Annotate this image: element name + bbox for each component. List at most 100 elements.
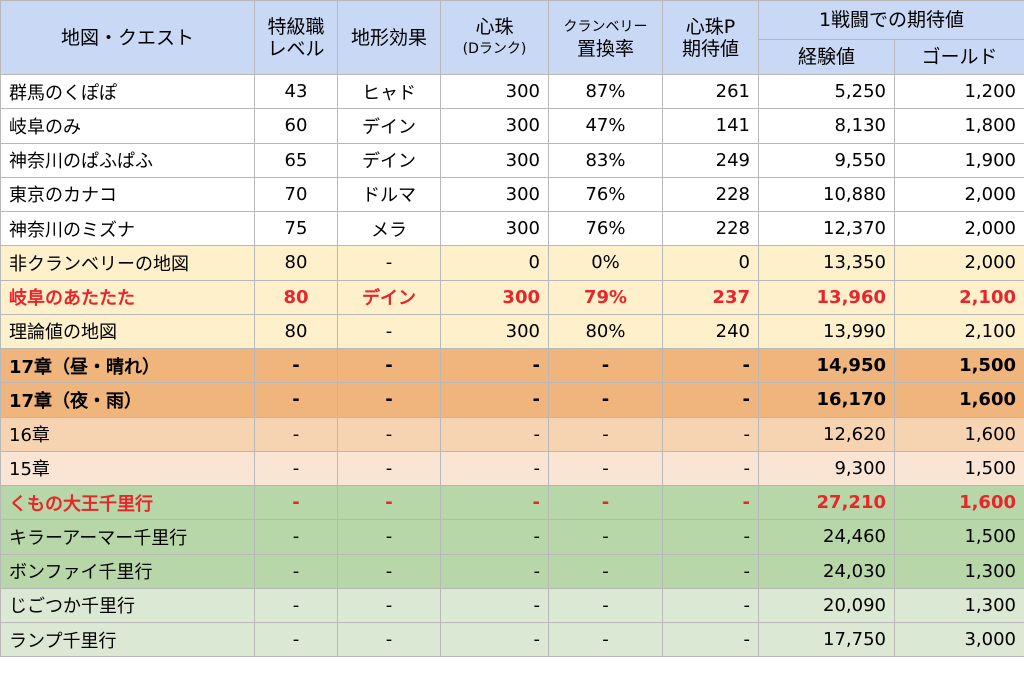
cell-terrain: デイン (337, 279, 441, 315)
cell-orb-points: 240 (662, 313, 759, 350)
cell-map-name: 岐阜のあたたた (0, 279, 255, 315)
cell-gold: 2,100 (894, 279, 1024, 315)
table-row: 16章 - - - - - 12,620 1,600 (0, 416, 1024, 452)
cell-exp: 20,090 (758, 587, 895, 624)
cell-orb: 300 (440, 108, 549, 144)
cell-cranberry-rate: 76% (548, 210, 663, 247)
cell-gold: 1,300 (894, 553, 1024, 589)
cell-gold: 1,500 (894, 519, 1024, 555)
cell-level: - (254, 553, 338, 589)
cell-orb: 300 (440, 73, 549, 110)
cell-orb-points: 228 (662, 210, 759, 247)
cell-exp: 12,370 (758, 210, 895, 247)
cell-terrain: - (337, 313, 441, 350)
cell-cranberry-rate: 80% (548, 313, 663, 350)
table-row: 神奈川のぱふぱふ 65 デイン 300 83% 249 9,550 1,900 (0, 142, 1024, 178)
cell-map-name: じごつか千里行 (0, 587, 255, 624)
cell-map-name: ボンファイ千里行 (0, 553, 255, 589)
cell-terrain: - (337, 553, 441, 589)
cell-exp: 17,750 (758, 621, 895, 658)
table-row: ランプ千里行 - - - - - 17,750 3,000 (0, 621, 1024, 658)
cell-orb: - (440, 621, 549, 658)
cell-level: 75 (254, 210, 338, 247)
header-level: 特級職 レベル (254, 0, 338, 75)
cell-orb: - (440, 519, 549, 555)
header-orb: 心珠 (Dランク) (440, 0, 549, 75)
cell-exp: 27,210 (758, 484, 895, 521)
header-orbp-line1: 心珠P (685, 15, 736, 38)
cell-orb-points: 249 (662, 142, 759, 178)
cell-cranberry-rate: - (548, 621, 663, 658)
cell-cranberry-rate: 47% (548, 108, 663, 144)
cell-map-name: 非クランベリーの地図 (0, 245, 255, 281)
table-row: くもの大王千里行 - - - - - 27,210 1,600 (0, 484, 1024, 521)
cell-level: 65 (254, 142, 338, 178)
cell-cranberry-rate: - (548, 519, 663, 555)
cell-orb: - (440, 347, 549, 384)
cell-gold: 3,000 (894, 621, 1024, 658)
cell-map-name: 15章 (0, 450, 255, 487)
cell-cranberry-rate: - (548, 587, 663, 624)
header-level-line1: 特級職 (267, 15, 325, 38)
cell-terrain: ヒャド (337, 73, 441, 110)
table-row: キラーアーマー千里行 - - - - - 24,460 1,500 (0, 519, 1024, 555)
cell-map-name: 17章（夜・雨） (0, 382, 255, 418)
cell-exp: 24,030 (758, 553, 895, 589)
cell-terrain: ドルマ (337, 176, 441, 213)
cell-cranberry-rate: 0% (548, 245, 663, 281)
cell-orb-points: 141 (662, 108, 759, 144)
cell-cranberry-rate: - (548, 347, 663, 384)
cell-cranberry-rate: - (548, 416, 663, 452)
cell-level: - (254, 484, 338, 521)
table-row: 17章（夜・雨） - - - - - 16,170 1,600 (0, 382, 1024, 418)
cell-orb-points: - (662, 347, 759, 384)
cell-gold: 1,600 (894, 484, 1024, 521)
cell-level: 43 (254, 73, 338, 110)
header-orb-line2: (Dランク) (462, 40, 527, 57)
cell-orb-points: 261 (662, 73, 759, 110)
cell-cranberry-rate: 87% (548, 73, 663, 110)
cell-exp: 5,250 (758, 73, 895, 110)
cell-terrain: - (337, 382, 441, 418)
cell-orb: - (440, 382, 549, 418)
cell-exp: 13,350 (758, 245, 895, 281)
cell-map-name: 理論値の地図 (0, 313, 255, 350)
cell-orb: - (440, 450, 549, 487)
cell-map-name: 東京のカナコ (0, 176, 255, 213)
cell-gold: 1,900 (894, 142, 1024, 178)
cell-exp: 13,990 (758, 313, 895, 350)
header-exp: 経験値 (758, 39, 895, 75)
cell-level: - (254, 347, 338, 384)
cell-terrain: デイン (337, 142, 441, 178)
table-header: 地図・クエスト 特級職 レベル 地形効果 心珠 (Dランク) クランベリー 置換… (0, 0, 1024, 75)
cell-exp: 13,960 (758, 279, 895, 315)
cell-gold: 2,000 (894, 210, 1024, 247)
header-expected-group: 1戦闘での期待値 (758, 0, 1024, 40)
cell-gold: 1,600 (894, 416, 1024, 452)
cell-orb-points: - (662, 382, 759, 418)
table-row: 岐阜のあたたた 80 デイン 300 79% 237 13,960 2,100 (0, 279, 1024, 315)
cell-cranberry-rate: 79% (548, 279, 663, 315)
cell-gold: 1,600 (894, 382, 1024, 418)
cell-terrain: - (337, 484, 441, 521)
cell-terrain: - (337, 621, 441, 658)
cell-map-name: ランプ千里行 (0, 621, 255, 658)
cell-level: 70 (254, 176, 338, 213)
cell-exp: 8,130 (758, 108, 895, 144)
cell-terrain: - (337, 587, 441, 624)
cell-gold: 2,000 (894, 245, 1024, 281)
cell-map-name: 神奈川のミズナ (0, 210, 255, 247)
header-level-line2: レベル (267, 37, 325, 60)
cell-terrain: メラ (337, 210, 441, 247)
cell-level: 60 (254, 108, 338, 144)
cell-gold: 1,300 (894, 587, 1024, 624)
cell-level: - (254, 519, 338, 555)
cell-orb-points: 228 (662, 176, 759, 213)
cell-orb: - (440, 416, 549, 452)
cell-gold: 1,200 (894, 73, 1024, 110)
header-cran-line1: クランベリー (563, 18, 648, 35)
cell-orb: 300 (440, 176, 549, 213)
cell-level: - (254, 382, 338, 418)
cell-map-name: 群馬のくぽぽ (0, 73, 255, 110)
cell-orb-points: - (662, 519, 759, 555)
